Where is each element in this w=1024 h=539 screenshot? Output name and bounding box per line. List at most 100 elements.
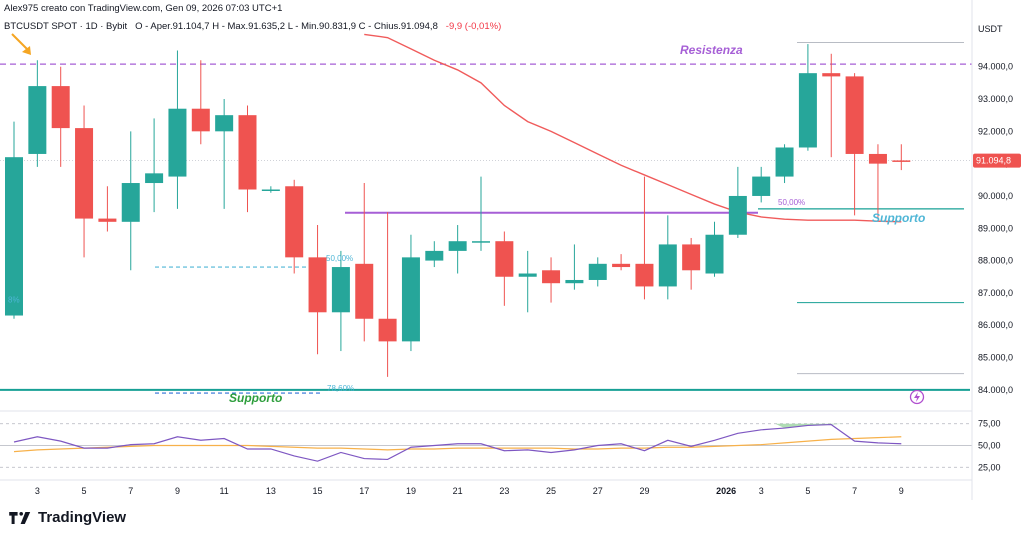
- x-tick-label: 3: [35, 486, 40, 496]
- candle-body: [495, 241, 514, 277]
- x-tick-label: 5: [82, 486, 87, 496]
- candle-body: [401, 257, 420, 342]
- candle-body: [518, 273, 537, 277]
- candle-body: [145, 173, 164, 184]
- lightning-bolt-icon: [914, 392, 920, 402]
- moving-average: [364, 33, 902, 223]
- x-tick-label: 5: [805, 486, 810, 496]
- symbol-name: BTCUSDT SPOT · 1D · Bybit: [4, 21, 128, 32]
- x-tick-label: 27: [593, 486, 603, 496]
- resistance-label: Resistenza: [680, 43, 743, 57]
- ma-line: [364, 33, 902, 223]
- candle-body: [775, 147, 794, 177]
- x-tick-label: 15: [313, 486, 323, 496]
- axes: USDT94.000,093.000,092.000,091.000,090.0…: [0, 0, 1021, 500]
- x-tick-label: 17: [359, 486, 369, 496]
- last-price-badge: [973, 153, 1021, 168]
- y-tick-label: 85.000,0: [978, 353, 1013, 363]
- rsi-line: [13, 423, 902, 462]
- candle-body: [448, 241, 467, 251]
- x-tick-label: 7: [852, 486, 857, 496]
- symbol-info: BTCUSDT SPOT · 1D · Bybit O - Aper.91.10…: [4, 21, 501, 32]
- rsi-ma-line: [13, 436, 902, 453]
- y-tick-label: 94.000,0: [978, 62, 1013, 72]
- candle-body: [51, 86, 70, 129]
- tradingview-icon: [9, 511, 31, 524]
- candle-body: [868, 153, 887, 164]
- rsi-tick-label: 50,00: [978, 441, 1001, 451]
- annotations: Resistenza Supporto Supporto 50,00% 50,00% 78…: [8, 33, 925, 405]
- support-left-label: Supporto: [229, 391, 282, 405]
- candle-body: [705, 234, 724, 274]
- candle-body: [215, 115, 234, 132]
- candle-body: [682, 244, 701, 271]
- candle-body: [285, 186, 304, 258]
- candle-body: [75, 128, 94, 219]
- candle-body: [635, 263, 654, 287]
- candle-body: [752, 176, 771, 196]
- x-tick-label: 29: [639, 486, 649, 496]
- created-by-caption: Alex975 creato con TradingView.com, Gen …: [4, 3, 283, 14]
- lightning-icon: [909, 389, 925, 405]
- x-tick-label: 19: [406, 486, 416, 496]
- currency-label: USDT: [978, 24, 1003, 34]
- y-tick-label: 86.000,0: [978, 320, 1013, 330]
- rsi-pane: 75,00 50,00 25,00: [0, 419, 1001, 472]
- candle-body: [331, 267, 350, 313]
- candle-body: [798, 73, 817, 148]
- x-tick-label: 11: [219, 486, 228, 496]
- candle-body: [355, 263, 374, 319]
- candle-body: [238, 115, 257, 190]
- x-tick-label: 25: [546, 486, 556, 496]
- x-tick-label: 21: [453, 486, 463, 496]
- rsi-tick-label: 75,00: [978, 419, 1001, 429]
- y-tick-label: 89.000,0: [978, 223, 1013, 233]
- price-change: -9,9 (-0,01%): [445, 21, 502, 32]
- candle-body: [121, 183, 140, 222]
- candle-body: [168, 108, 187, 177]
- candle-body: [98, 218, 117, 222]
- candle-body: [261, 189, 280, 191]
- candle-body: [472, 241, 490, 243]
- rsi-tick-label: 25,00: [978, 462, 1001, 472]
- level-lines: [0, 41, 972, 394]
- arrow-icon: [11, 33, 29, 51]
- candle-body: [5, 157, 23, 316]
- y-tick-label: 92.000,0: [978, 126, 1013, 136]
- candle-body: [378, 318, 397, 342]
- x-tick-label: 9: [899, 486, 904, 496]
- candle-body: [892, 160, 911, 162]
- candles: [5, 44, 911, 377]
- fib-left-partial-label: 8%: [8, 296, 20, 305]
- candle-body: [822, 73, 841, 77]
- last-price-label: 91.094,8: [976, 156, 1011, 166]
- candle-body: [612, 263, 631, 268]
- x-tick-label: 2026: [716, 486, 736, 496]
- x-tick-label: 3: [759, 486, 764, 496]
- x-tick-label: 23: [499, 486, 509, 496]
- x-tick-label: 7: [128, 486, 133, 496]
- y-tick-label: 88.000,0: [978, 256, 1013, 266]
- tradingview-logo: TradingView: [8, 509, 126, 526]
- x-tick-label: 13: [266, 486, 276, 496]
- candle-body: [658, 244, 677, 287]
- fib-786-label: 78,60%: [327, 384, 354, 393]
- candle-body: [728, 195, 747, 235]
- y-tick-label: 84.000,0: [978, 385, 1013, 395]
- candle-body: [542, 270, 561, 284]
- y-tick-label: 93.000,0: [978, 94, 1013, 104]
- fib-50-left-label: 50,00%: [326, 254, 353, 263]
- candle-body: [565, 279, 584, 284]
- brand-name: TradingView: [38, 509, 127, 526]
- candle-body: [28, 86, 47, 154]
- candle-body: [845, 76, 864, 154]
- candle-body: [308, 257, 327, 313]
- fib-50-right-label: 50,00%: [778, 198, 805, 207]
- arrowhead-icon: [22, 46, 31, 55]
- x-tick-label: 9: [175, 486, 180, 496]
- support-right-label: Supporto: [872, 211, 925, 225]
- y-tick-label: 90.000,0: [978, 191, 1013, 201]
- ohlc-values: O - Aper.91.104,7 H - Max.91.635,2 L - M…: [135, 21, 438, 32]
- candle-body: [425, 250, 444, 261]
